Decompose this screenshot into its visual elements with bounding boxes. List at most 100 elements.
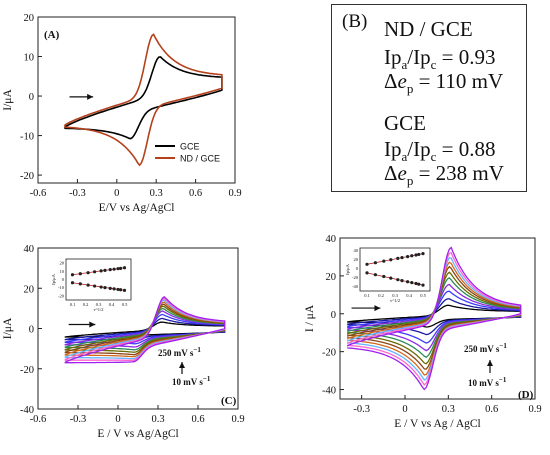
inset-point-cathodic <box>86 283 90 287</box>
inset-xtick-label: 0.4 <box>406 293 412 298</box>
inset-xtick-label: 0.4 <box>109 302 115 307</box>
panel-c-xtick-label: -0.3 <box>70 414 87 425</box>
inset-point-cathodic <box>373 273 377 277</box>
scan-arrow-head <box>87 93 94 100</box>
scan-rate-arrow-head <box>179 362 185 368</box>
scan-arrow-head <box>89 321 96 328</box>
inset-point-anodic <box>99 269 103 273</box>
inset-ytick-label: -20 <box>352 275 359 280</box>
panel-a-xtick-label: -0.3 <box>69 188 86 199</box>
panel-d-ytick-label: 0 <box>331 310 336 321</box>
inset-point-cathodic <box>421 283 425 287</box>
inset-point-cathodic <box>70 281 75 285</box>
inset-point-cathodic <box>400 278 404 283</box>
inset-ylabel: Ip/μA <box>51 273 56 284</box>
inset-xtick-label: 0.1 <box>364 293 370 298</box>
legend-entry: GCE <box>180 142 200 152</box>
panel-c-ytick-label: 40 <box>24 244 35 255</box>
panel-d-group: -0.3 0 0.3 0.6 0.9 -40 -20 0 20 40 E / V vs Ag / A… <box>304 234 542 430</box>
inset-point-anodic <box>108 268 112 272</box>
inset-point-cathodic <box>365 271 369 275</box>
inset-ytick-label: 0 <box>62 277 65 282</box>
panel-a-ytick-label: -10 <box>20 132 34 143</box>
panel-d-xtick-label: 0 <box>402 404 407 415</box>
panel-c-ytick-label: -20 <box>20 365 34 376</box>
inset-point-cathodic <box>112 287 116 291</box>
panel-c-ylabel: I/μA <box>2 317 14 339</box>
panel-a-ytick-label: -20 <box>20 171 34 182</box>
panel-c-ytick-label: -40 <box>20 405 34 416</box>
panel-c-xtick-label: 0.9 <box>231 414 244 425</box>
inset-point-anodic <box>122 266 127 270</box>
scan-rate-low-label: 10 mV s−1 <box>468 376 507 388</box>
cv-curve-scan-rate <box>64 310 226 348</box>
inset-xtick-label: 0.3 <box>96 302 102 307</box>
panel-d-ytick-label: -20 <box>322 348 336 359</box>
inset-point-cathodic <box>406 280 410 284</box>
inset-point-cathodic <box>99 285 103 289</box>
panel-c-panel-label: (C) <box>221 395 237 407</box>
inset-point-cathodic <box>122 288 127 292</box>
scan-rate-arrow-head <box>487 360 493 366</box>
panel-d-xtick-label: 0.6 <box>485 404 498 415</box>
inset-ytick-label: -10 <box>58 285 65 290</box>
inset-point-anodic <box>414 253 418 257</box>
inset-ytick-label: -20 <box>58 293 65 298</box>
inset-xlabel: v^1/2 <box>390 298 400 303</box>
inset-xtick-label: 0.2 <box>83 302 89 307</box>
inset-point-anodic <box>400 255 404 260</box>
panel-d-xtick-label: 0.3 <box>442 404 455 415</box>
inset-point-anodic <box>417 252 421 257</box>
panel-a-group: -0.6 -0.3 0 0.3 0.6 0.9 -20 -10 0 10 20 E/V vs Ag/A… <box>2 13 242 214</box>
inset-point-anodic <box>93 270 97 274</box>
inset-point-cathodic <box>78 282 82 286</box>
panel-d-ytick-label: 20 <box>326 272 337 283</box>
panel-a-ylabel: I/μA <box>2 89 14 111</box>
inset-point-anodic <box>410 254 414 258</box>
inset-ytick-label: 0 <box>356 266 359 271</box>
panel-a-xtick-label: 0.6 <box>189 188 202 199</box>
panel-d-xlabel: E / V vs Ag / AgCl <box>394 418 481 430</box>
inset-ylabel: Ip/μA <box>345 263 350 274</box>
panel-c-ytick-label: 20 <box>24 284 35 295</box>
nd-gce-title: ND / GCE <box>384 17 473 41</box>
inset-point-cathodic <box>396 278 400 282</box>
inset-point-anodic <box>389 258 393 262</box>
scan-arrow-head <box>374 305 381 312</box>
inset-ytick-label: 20 <box>60 261 65 266</box>
scan-rate-low-label: 10 mV s−1 <box>172 375 211 387</box>
inset-ytick-label: -40 <box>352 284 359 289</box>
panel-c-xtick-label: 0.6 <box>191 414 204 425</box>
inset-point-anodic <box>373 261 377 265</box>
panel-c-xtick-label: 0.3 <box>151 414 164 425</box>
inset-point-cathodic <box>414 281 418 286</box>
inset-point-anodic <box>86 271 90 275</box>
panel-d-panel-label: (D) <box>518 389 534 401</box>
inset-xtick-label: 0.2 <box>378 293 384 298</box>
inset-point-anodic <box>70 273 75 277</box>
inset-xlabel: v^1/2 <box>93 307 103 312</box>
inset-point-cathodic <box>382 274 386 279</box>
inset-point-cathodic <box>417 282 421 286</box>
scan-rate-high-label: 250 mV s−1 <box>464 342 507 354</box>
inset-point-cathodic <box>93 284 97 288</box>
legend-entry: ND / GCE <box>180 154 220 164</box>
panel-a-frame <box>37 16 236 184</box>
panel-a-xtick-label: 0.3 <box>150 188 163 199</box>
panel-d-ylabel: I / μA <box>304 304 316 332</box>
panel-c-group: -0.6 -0.3 0 0.3 0.6 0.9 -40 -20 0 20 40 E / V vs Ag… <box>2 244 245 440</box>
panel-d-ytick-label: -40 <box>322 386 336 397</box>
inset-point-anodic <box>116 267 120 271</box>
inset-xtick-label: 0.5 <box>420 293 426 298</box>
inset-point-anodic <box>406 255 410 259</box>
gce-delta-ep: Δep = 238 mV <box>384 161 504 189</box>
info-box-b: (B) ND / GCE Ipa/Ipc = 0.93 Δep = 110 mV… <box>331 4 527 192</box>
panel-a-ytick-label: 20 <box>24 13 35 24</box>
panel-d-xtick-label: 0.9 <box>528 404 541 415</box>
inset-point-cathodic <box>103 286 107 290</box>
panel-a-xtick-label: 0.9 <box>228 188 241 199</box>
inset-point-cathodic <box>119 288 123 292</box>
inset-point-anodic <box>78 272 82 276</box>
panel-d-frame <box>339 237 536 400</box>
